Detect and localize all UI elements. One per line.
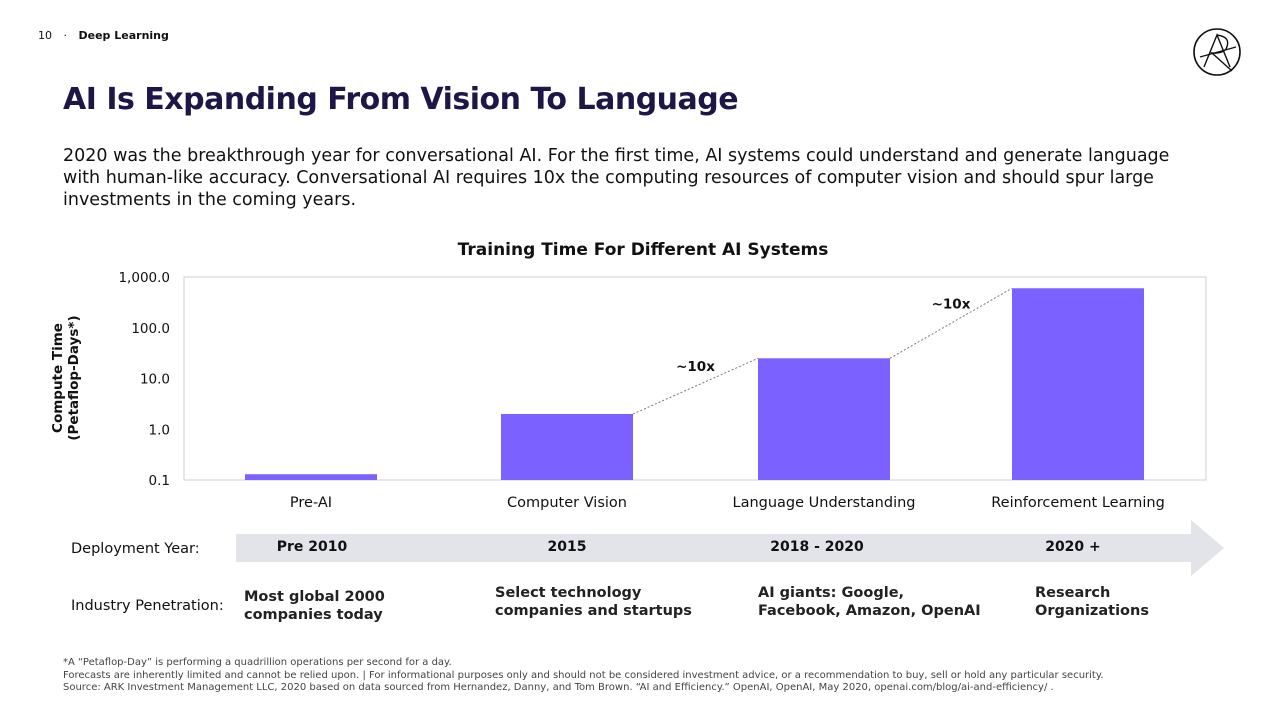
penetration-item-3-line1: AI giants: Google,: [758, 585, 905, 601]
timeline-arrow: [236, 520, 1224, 576]
page-title: AI Is Expanding From Vision To Language: [63, 82, 739, 117]
footnote-2: Forecasts are inherently limited and can…: [63, 669, 1104, 681]
footnote-1: *A “Petaflop-Day” is performing a quadri…: [63, 657, 452, 668]
growth-annotation: ~10x: [932, 296, 971, 312]
footnotes: *A “Petaflop-Day” is performing a quadri…: [63, 657, 1104, 695]
growth-annotation: ~10x: [676, 359, 715, 375]
deployment-year-3: 2018 - 2020: [770, 539, 864, 555]
x-tick-label: Pre-AI: [290, 495, 332, 511]
bar: [245, 474, 377, 480]
deployment-year-2: 2015: [547, 539, 587, 555]
growth-connector-line: [632, 357, 759, 415]
penetration-item-3: AI giants: Google, Facebook, Amazon, Ope…: [758, 584, 981, 620]
penetration-item-4: Research Organizations: [1035, 584, 1149, 620]
penetration-item-1: Most global 2000 companies today: [244, 588, 385, 624]
penetration-item-2-line1: Select technology: [495, 585, 642, 601]
penetration-item-2: Select technology companies and startups: [495, 584, 692, 620]
y-tick-label: 100.0: [131, 321, 170, 337]
y-tick-label: 0.1: [149, 473, 170, 489]
growth-connector-line: [889, 287, 1013, 359]
penetration-item-1-line2: companies today: [244, 607, 383, 623]
deployment-year-4: 2020 +: [1045, 539, 1101, 555]
y-tick-label: 1.0: [149, 422, 170, 438]
page-subtitle: 2020 was the breakthrough year for conve…: [63, 146, 1170, 210]
bar: [1012, 288, 1144, 480]
industry-penetration-label: Industry Penetration:: [71, 598, 224, 614]
penetration-item-4-line1: Research: [1035, 585, 1111, 601]
bar: [501, 413, 633, 480]
deployment-year-label: Deployment Year:: [71, 541, 200, 557]
section-name: Deep Learning: [78, 29, 169, 42]
chart-title: Training Time For Different AI Systems: [457, 240, 829, 260]
bar: [758, 358, 890, 480]
penetration-item-3-line2: Facebook, Amazon, OpenAI: [758, 603, 981, 619]
page-header: 10 · Deep Learning: [38, 29, 169, 42]
footnote-3: Source: ARK Investment Management LLC, 2…: [63, 682, 1054, 693]
plot-area-border: [183, 276, 1207, 481]
x-tick-label: Computer Vision: [507, 495, 627, 511]
x-tick-label: Reinforcement Learning: [991, 495, 1165, 511]
penetration-item-2-line2: companies and startups: [495, 603, 692, 619]
ark-logo-icon: [1193, 28, 1241, 76]
x-tick-label: Language Understanding: [733, 495, 916, 511]
penetration-item-4-line2: Organizations: [1035, 603, 1149, 619]
penetration-item-1-line1: Most global 2000: [244, 589, 385, 605]
page-number: 10: [38, 29, 52, 42]
header-separator: ·: [63, 29, 68, 42]
deployment-year-1: Pre 2010: [276, 539, 348, 555]
y-tick-label: 1,000.0: [118, 270, 170, 286]
y-tick-label: 10.0: [140, 372, 170, 388]
